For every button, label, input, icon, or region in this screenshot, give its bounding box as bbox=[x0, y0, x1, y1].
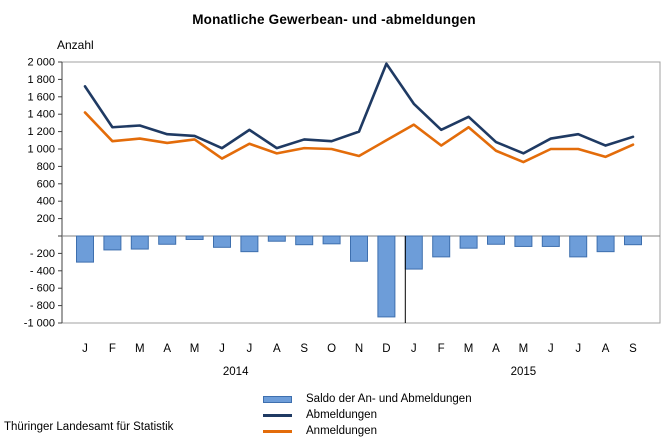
plot-frame bbox=[61, 61, 661, 324]
legend-label: Saldo der An- und Abmeldungen bbox=[306, 393, 472, 405]
x-month-label: M bbox=[135, 343, 145, 355]
saldo-bar bbox=[459, 235, 478, 249]
x-month-label: F bbox=[109, 343, 116, 355]
x-month-label: O bbox=[327, 343, 336, 355]
saldo-bar bbox=[213, 235, 231, 248]
saldo-bar bbox=[377, 235, 396, 318]
y-tick-label: 600 bbox=[37, 178, 55, 190]
saldo-bar bbox=[158, 235, 177, 245]
y-tick-label: - 600 bbox=[30, 283, 55, 295]
saldo-bar bbox=[541, 235, 560, 247]
legend-label: Anmeldungen bbox=[306, 425, 377, 437]
y-tick-label: 1 600 bbox=[27, 91, 55, 103]
legend-item-saldo: Saldo der An- und Abmeldungen bbox=[263, 391, 472, 407]
x-month-label: S bbox=[300, 343, 308, 355]
x-month-label: J bbox=[548, 343, 554, 355]
saldo-bar bbox=[624, 235, 642, 246]
saldo-bar bbox=[487, 235, 505, 245]
y-tick-label: -1 000 bbox=[24, 318, 55, 330]
x-month-label: A bbox=[273, 343, 281, 355]
y-axis-label: Anzahl bbox=[57, 38, 94, 52]
chart-title: Monatliche Gewerbean- und -abmeldungen bbox=[192, 12, 476, 27]
saldo-bar bbox=[350, 235, 368, 262]
saldo-bar bbox=[267, 235, 286, 242]
y-tick-label: 2 000 bbox=[27, 57, 55, 69]
saldo-bar bbox=[185, 235, 204, 240]
x-month-label: A bbox=[492, 343, 500, 355]
legend-label: Abmeldungen bbox=[306, 409, 377, 421]
saldo-bar bbox=[514, 235, 533, 247]
anmeldungen-swatch-icon bbox=[263, 429, 292, 433]
abmeldungen-line bbox=[83, 62, 635, 155]
x-month-label: M bbox=[519, 343, 529, 355]
saldo-bar bbox=[103, 235, 122, 251]
y-tick-label: - 400 bbox=[30, 265, 55, 277]
y-tick-label: - 200 bbox=[30, 248, 55, 260]
x-month-label: M bbox=[464, 343, 474, 355]
y-tick-label: 800 bbox=[37, 161, 55, 173]
saldo-swatch-icon bbox=[263, 395, 292, 403]
saldo-bar bbox=[432, 235, 451, 258]
legend: Saldo der An- und Abmeldungen Abmeldunge… bbox=[263, 391, 472, 438]
x-month-label: S bbox=[629, 343, 637, 355]
y-tick-label: 200 bbox=[37, 213, 55, 225]
year-label: 2015 bbox=[511, 366, 537, 378]
saldo-bar bbox=[295, 235, 314, 246]
y-tick-label: - 800 bbox=[30, 300, 55, 312]
y-tick-label: 1 800 bbox=[27, 74, 55, 86]
abmeldungen-swatch-icon bbox=[263, 413, 292, 417]
saldo-bar bbox=[596, 235, 615, 253]
x-month-label: J bbox=[247, 343, 253, 355]
year-label: 2014 bbox=[223, 366, 249, 378]
source-attribution: Thüringer Landesamt für Statistik bbox=[4, 421, 174, 433]
y-tick-label: 400 bbox=[37, 196, 55, 208]
saldo-bar bbox=[322, 235, 341, 245]
x-month-label: J bbox=[219, 343, 225, 355]
x-month-label: N bbox=[355, 343, 363, 355]
x-month-label: D bbox=[382, 343, 390, 355]
saldo-bar bbox=[569, 235, 588, 258]
x-month-label: A bbox=[163, 343, 171, 355]
saldo-bar bbox=[404, 235, 423, 270]
legend-item-abmeldungen: Abmeldungen bbox=[263, 407, 472, 423]
x-month-label: J bbox=[411, 343, 417, 355]
y-tick-label: 1 400 bbox=[27, 109, 55, 121]
x-month-label: J bbox=[575, 343, 581, 355]
x-month-label: F bbox=[438, 343, 445, 355]
anmeldungen-line bbox=[83, 111, 635, 164]
x-month-label: A bbox=[602, 343, 610, 355]
legend-item-anmeldungen: Anmeldungen bbox=[263, 423, 472, 438]
x-month-label: M bbox=[190, 343, 200, 355]
saldo-bar bbox=[76, 235, 94, 263]
y-tick-label: 1 200 bbox=[27, 126, 55, 138]
x-month-label: J bbox=[82, 343, 88, 355]
saldo-bar bbox=[130, 235, 149, 250]
y-tick-label: 1 000 bbox=[27, 144, 55, 156]
saldo-bar bbox=[240, 235, 259, 253]
